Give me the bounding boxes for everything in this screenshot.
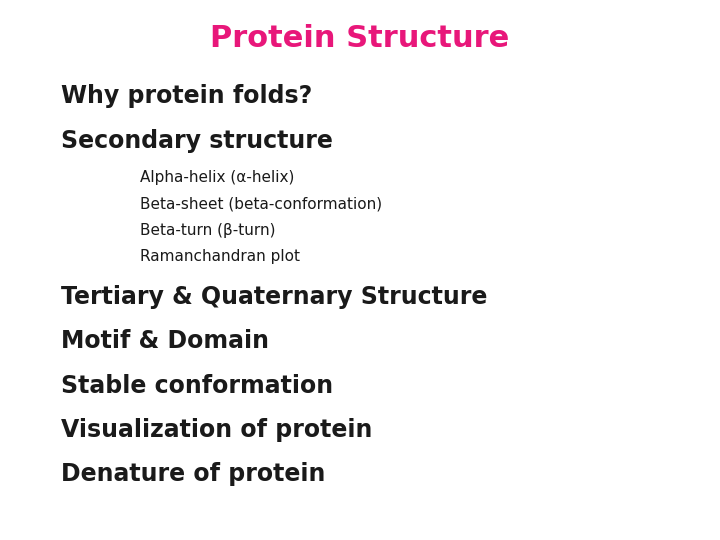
- Text: Ramanchandran plot: Ramanchandran plot: [140, 249, 300, 265]
- Text: Denature of protein: Denature of protein: [61, 462, 325, 486]
- Text: Motif & Domain: Motif & Domain: [61, 329, 269, 353]
- Text: Stable conformation: Stable conformation: [61, 374, 333, 397]
- Text: Tertiary & Quaternary Structure: Tertiary & Quaternary Structure: [61, 285, 487, 309]
- Text: Visualization of protein: Visualization of protein: [61, 418, 372, 442]
- Text: Why protein folds?: Why protein folds?: [61, 84, 312, 107]
- Text: Secondary structure: Secondary structure: [61, 129, 333, 152]
- Text: Protein Structure: Protein Structure: [210, 24, 510, 53]
- Text: Beta-turn (β-turn): Beta-turn (β-turn): [140, 223, 276, 238]
- Text: Beta-sheet (beta-conformation): Beta-sheet (beta-conformation): [140, 197, 382, 212]
- Text: Alpha-helix (α-helix): Alpha-helix (α-helix): [140, 170, 294, 185]
